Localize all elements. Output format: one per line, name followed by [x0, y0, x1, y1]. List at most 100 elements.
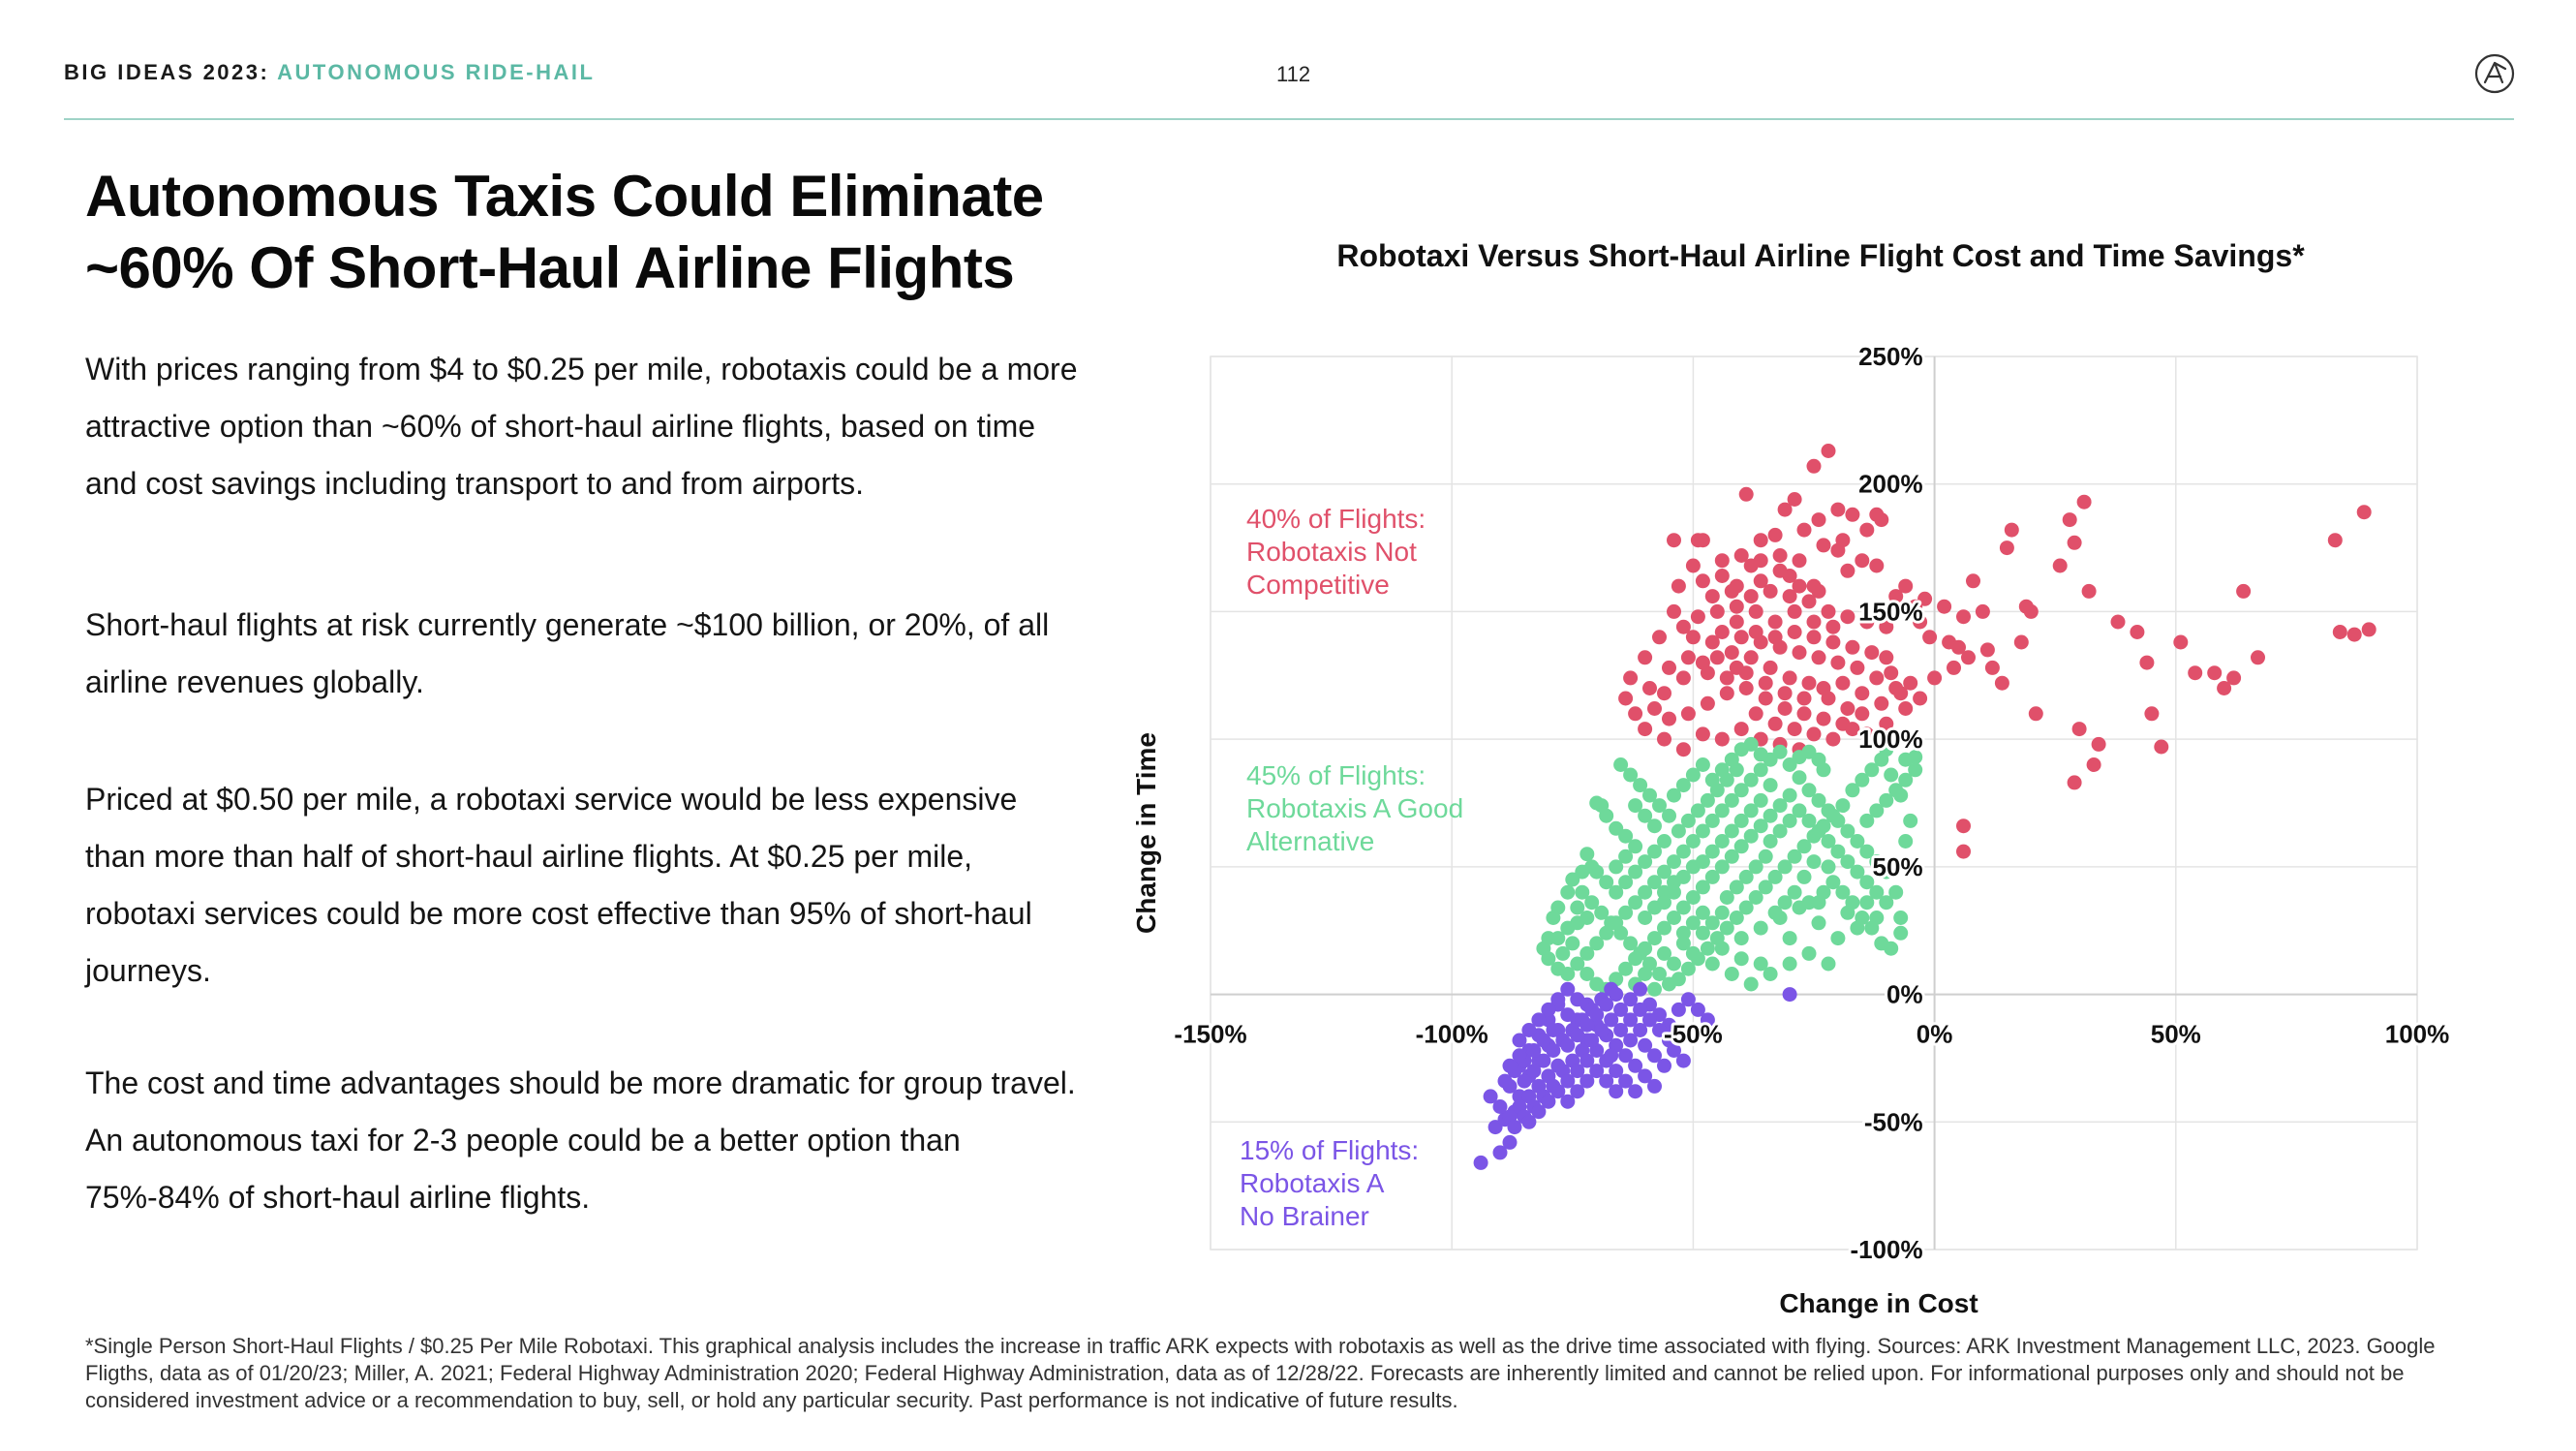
point-not_competitive — [1667, 533, 1681, 548]
point-good_alternative — [1729, 880, 1744, 895]
point-no_brainer — [1483, 1089, 1498, 1104]
page-title-line-2: ~60% Of Short-Haul Airline Flights — [85, 235, 1015, 300]
point-good_alternative — [1840, 854, 1855, 870]
point-no_brainer — [1517, 1073, 1532, 1089]
point-good_alternative — [1704, 844, 1720, 859]
point-not_competitive — [1748, 625, 1763, 639]
point-good_alternative — [1714, 834, 1730, 849]
point-no_brainer — [1657, 1058, 1671, 1073]
point-not_competitive — [2086, 757, 2101, 772]
point-not_competitive — [1811, 583, 1826, 599]
point-not_competitive — [1733, 722, 1749, 737]
point-good_alternative — [1560, 884, 1576, 900]
y-tick-label: 50% — [1873, 852, 1923, 881]
point-not_competitive — [1652, 630, 1667, 645]
point-not_competitive — [1840, 701, 1855, 716]
point-not_competitive — [1758, 691, 1773, 706]
point-not_competitive — [1753, 553, 1768, 569]
point-not_competitive — [1690, 533, 1705, 548]
point-not_competitive — [1792, 553, 1807, 569]
point-not_competitive — [1908, 599, 1923, 614]
point-not_competitive — [1767, 527, 1783, 542]
point-no_brainer — [1782, 987, 1797, 1003]
point-not_competitive — [1709, 650, 1725, 665]
point-good_alternative — [1801, 945, 1817, 961]
point-no_brainer — [1502, 1134, 1518, 1150]
point-not_competitive — [1966, 573, 1980, 589]
point-good_alternative — [1714, 941, 1730, 956]
point-good_alternative — [1575, 884, 1590, 900]
point-not_competitive — [1657, 731, 1671, 747]
point-not_competitive — [1763, 660, 1778, 675]
y-tick-label: 150% — [1858, 597, 1923, 626]
point-good_alternative — [1628, 798, 1643, 814]
point-good_alternative — [1864, 762, 1880, 778]
point-good_alternative — [1763, 834, 1778, 849]
point-not_competitive — [1763, 583, 1778, 599]
point-no_brainer — [1589, 1064, 1605, 1079]
point-good_alternative — [1845, 783, 1860, 798]
point-good_alternative — [1743, 736, 1759, 752]
body-paragraph-4: The cost and time advantages should be m… — [85, 1065, 1076, 1215]
point-good_alternative — [1787, 884, 1802, 900]
point-no_brainer — [1546, 1023, 1561, 1037]
point-not_competitive — [1671, 578, 1686, 594]
point-good_alternative — [1893, 911, 1909, 925]
point-no_brainer — [1633, 981, 1648, 997]
point-not_competitive — [2139, 655, 2155, 670]
point-good_alternative — [1835, 798, 1851, 814]
point-good_alternative — [1667, 854, 1681, 870]
point-good_alternative — [1667, 787, 1681, 803]
point-not_competitive — [1667, 603, 1681, 619]
point-no_brainer — [1536, 1053, 1551, 1068]
point-good_alternative — [1748, 859, 1763, 875]
point-not_competitive — [1869, 507, 1885, 522]
point-good_alternative — [1667, 956, 1681, 972]
point-good_alternative — [1869, 854, 1885, 870]
point-not_competitive — [1662, 711, 1676, 726]
point-not_competitive — [1840, 563, 1855, 578]
point-not_competitive — [1855, 706, 1870, 722]
tick-labels: -150% -100% -50% 0% 50% 100% -100% -50% 0% 50% 100… — [1171, 339, 2452, 1267]
point-not_competitive — [1961, 650, 1976, 665]
point-good_alternative — [1628, 951, 1643, 967]
point-not_competitive — [2110, 614, 2126, 630]
point-good_alternative — [1695, 757, 1710, 772]
point-good_alternative — [1753, 762, 1768, 778]
point-not_competitive — [1816, 538, 1831, 553]
point-not_competitive — [2332, 625, 2347, 639]
point-not_competitive — [2130, 625, 2145, 639]
point-good_alternative — [1685, 890, 1701, 905]
point-good_alternative — [1657, 945, 1671, 961]
y-tick-label: 100% — [1858, 725, 1923, 754]
point-no_brainer — [1604, 1048, 1619, 1064]
annotation-line: No Brainer — [1240, 1201, 1369, 1231]
point-not_competitive — [1811, 512, 1826, 528]
point-no_brainer — [1531, 1104, 1547, 1120]
point-no_brainer — [1560, 1073, 1576, 1089]
point-good_alternative — [1638, 884, 1653, 900]
point-good_alternative — [1850, 864, 1865, 880]
annotation-not_competitive: 40% of Flights: Robotaxis Not Competitive — [1246, 504, 1426, 600]
point-good_alternative — [1859, 895, 1875, 911]
point-not_competitive — [1714, 625, 1730, 639]
point-not_competitive — [1623, 670, 1639, 686]
point-not_competitive — [1724, 583, 1739, 599]
point-good_alternative — [1796, 869, 1812, 884]
point-good_alternative — [1579, 847, 1595, 862]
point-not_competitive — [1830, 502, 1846, 517]
point-no_brainer — [1638, 1037, 1653, 1053]
point-not_competitive — [1743, 589, 1759, 604]
point-good_alternative — [1709, 783, 1725, 798]
point-good_alternative — [1879, 742, 1894, 757]
point-not_competitive — [1874, 695, 1889, 711]
point-good_alternative — [1579, 911, 1595, 925]
point-no_brainer — [1579, 1073, 1595, 1089]
body-paragraph-2: Short-haul flights at risk currently gen… — [85, 607, 1050, 699]
point-good_alternative — [1667, 884, 1681, 900]
point-not_competitive — [1753, 573, 1768, 589]
point-good_alternative — [1825, 808, 1841, 823]
point-not_competitive — [1657, 686, 1671, 701]
point-no_brainer — [1473, 1155, 1488, 1170]
point-not_competitive — [1956, 844, 1971, 859]
